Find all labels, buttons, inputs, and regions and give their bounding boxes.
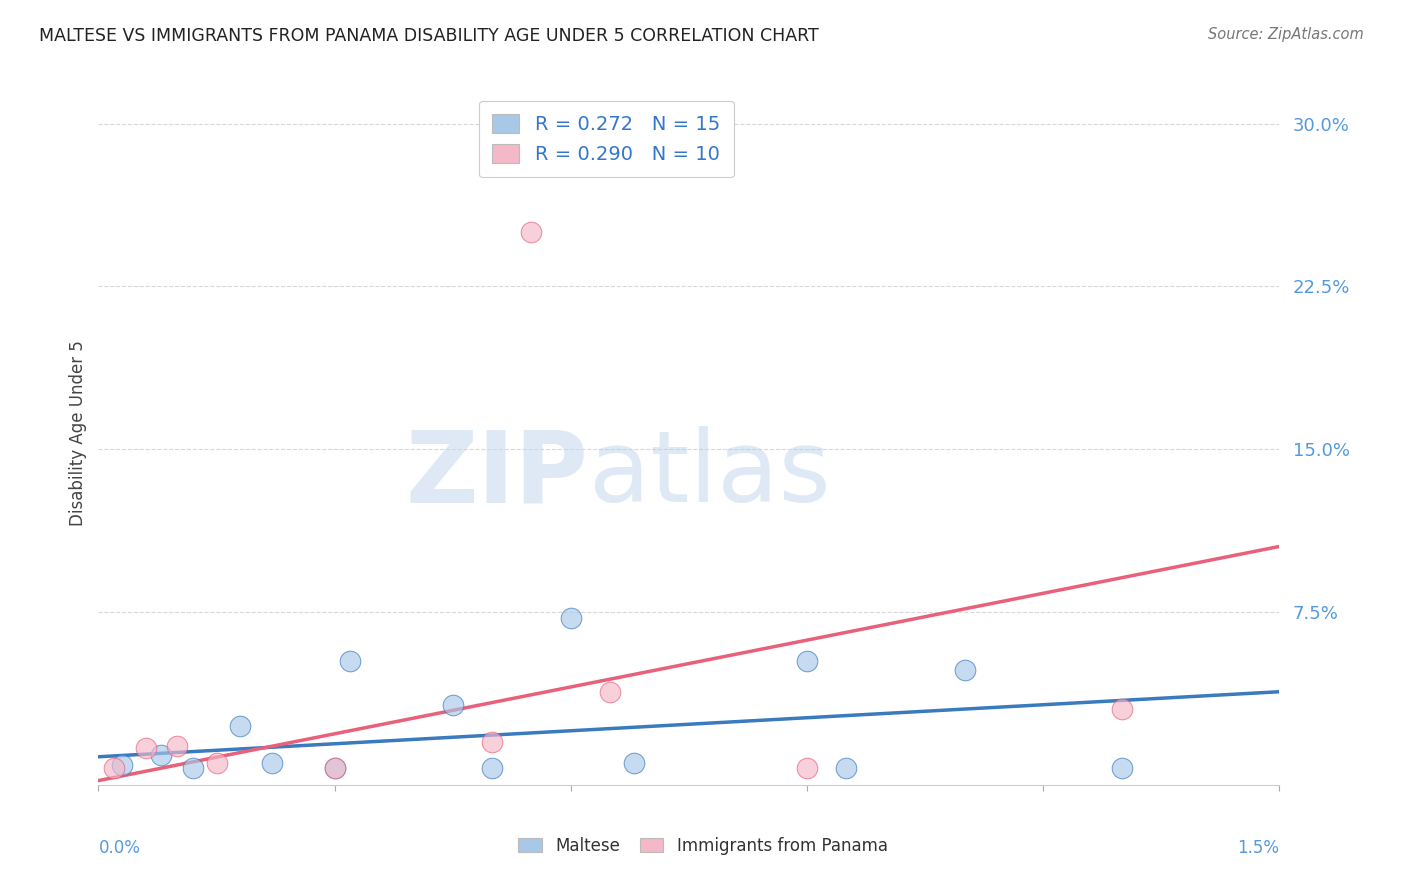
Point bbox=[323, 761, 346, 775]
Point bbox=[953, 663, 976, 677]
Point bbox=[181, 761, 204, 775]
Point bbox=[103, 761, 125, 775]
Legend: Maltese, Immigrants from Panama: Maltese, Immigrants from Panama bbox=[512, 830, 894, 862]
Y-axis label: Disability Age Under 5: Disability Age Under 5 bbox=[69, 340, 87, 525]
Point bbox=[135, 741, 157, 756]
Point bbox=[796, 761, 818, 775]
Point bbox=[796, 654, 818, 668]
Point bbox=[441, 698, 464, 712]
Point bbox=[1111, 702, 1133, 716]
Text: 0.0%: 0.0% bbox=[98, 839, 141, 857]
Point bbox=[111, 758, 134, 772]
Point bbox=[260, 756, 283, 771]
Text: ZIP: ZIP bbox=[406, 426, 589, 524]
Point bbox=[205, 756, 228, 771]
Text: 1.5%: 1.5% bbox=[1237, 839, 1279, 857]
Point bbox=[1111, 761, 1133, 775]
Point bbox=[150, 747, 173, 762]
Point bbox=[835, 761, 858, 775]
Point bbox=[166, 739, 188, 753]
Legend: R = 0.272   N = 15, R = 0.290   N = 10: R = 0.272 N = 15, R = 0.290 N = 10 bbox=[478, 101, 734, 178]
Point bbox=[623, 756, 645, 771]
Point bbox=[520, 225, 543, 239]
Text: atlas: atlas bbox=[589, 426, 830, 524]
Point bbox=[481, 761, 503, 775]
Text: MALTESE VS IMMIGRANTS FROM PANAMA DISABILITY AGE UNDER 5 CORRELATION CHART: MALTESE VS IMMIGRANTS FROM PANAMA DISABI… bbox=[39, 27, 820, 45]
Point bbox=[481, 734, 503, 748]
Point bbox=[229, 719, 252, 733]
Text: Source: ZipAtlas.com: Source: ZipAtlas.com bbox=[1208, 27, 1364, 42]
Point bbox=[599, 684, 621, 698]
Point bbox=[323, 761, 346, 775]
Point bbox=[560, 611, 582, 625]
Point bbox=[339, 654, 361, 668]
